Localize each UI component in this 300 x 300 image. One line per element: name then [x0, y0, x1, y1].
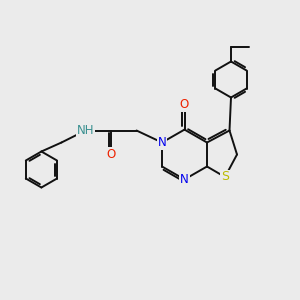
Text: O: O: [106, 148, 116, 161]
Text: O: O: [180, 98, 189, 112]
Text: NH: NH: [77, 124, 94, 137]
Text: N: N: [180, 173, 189, 186]
Text: N: N: [158, 136, 166, 149]
Text: S: S: [221, 170, 229, 184]
